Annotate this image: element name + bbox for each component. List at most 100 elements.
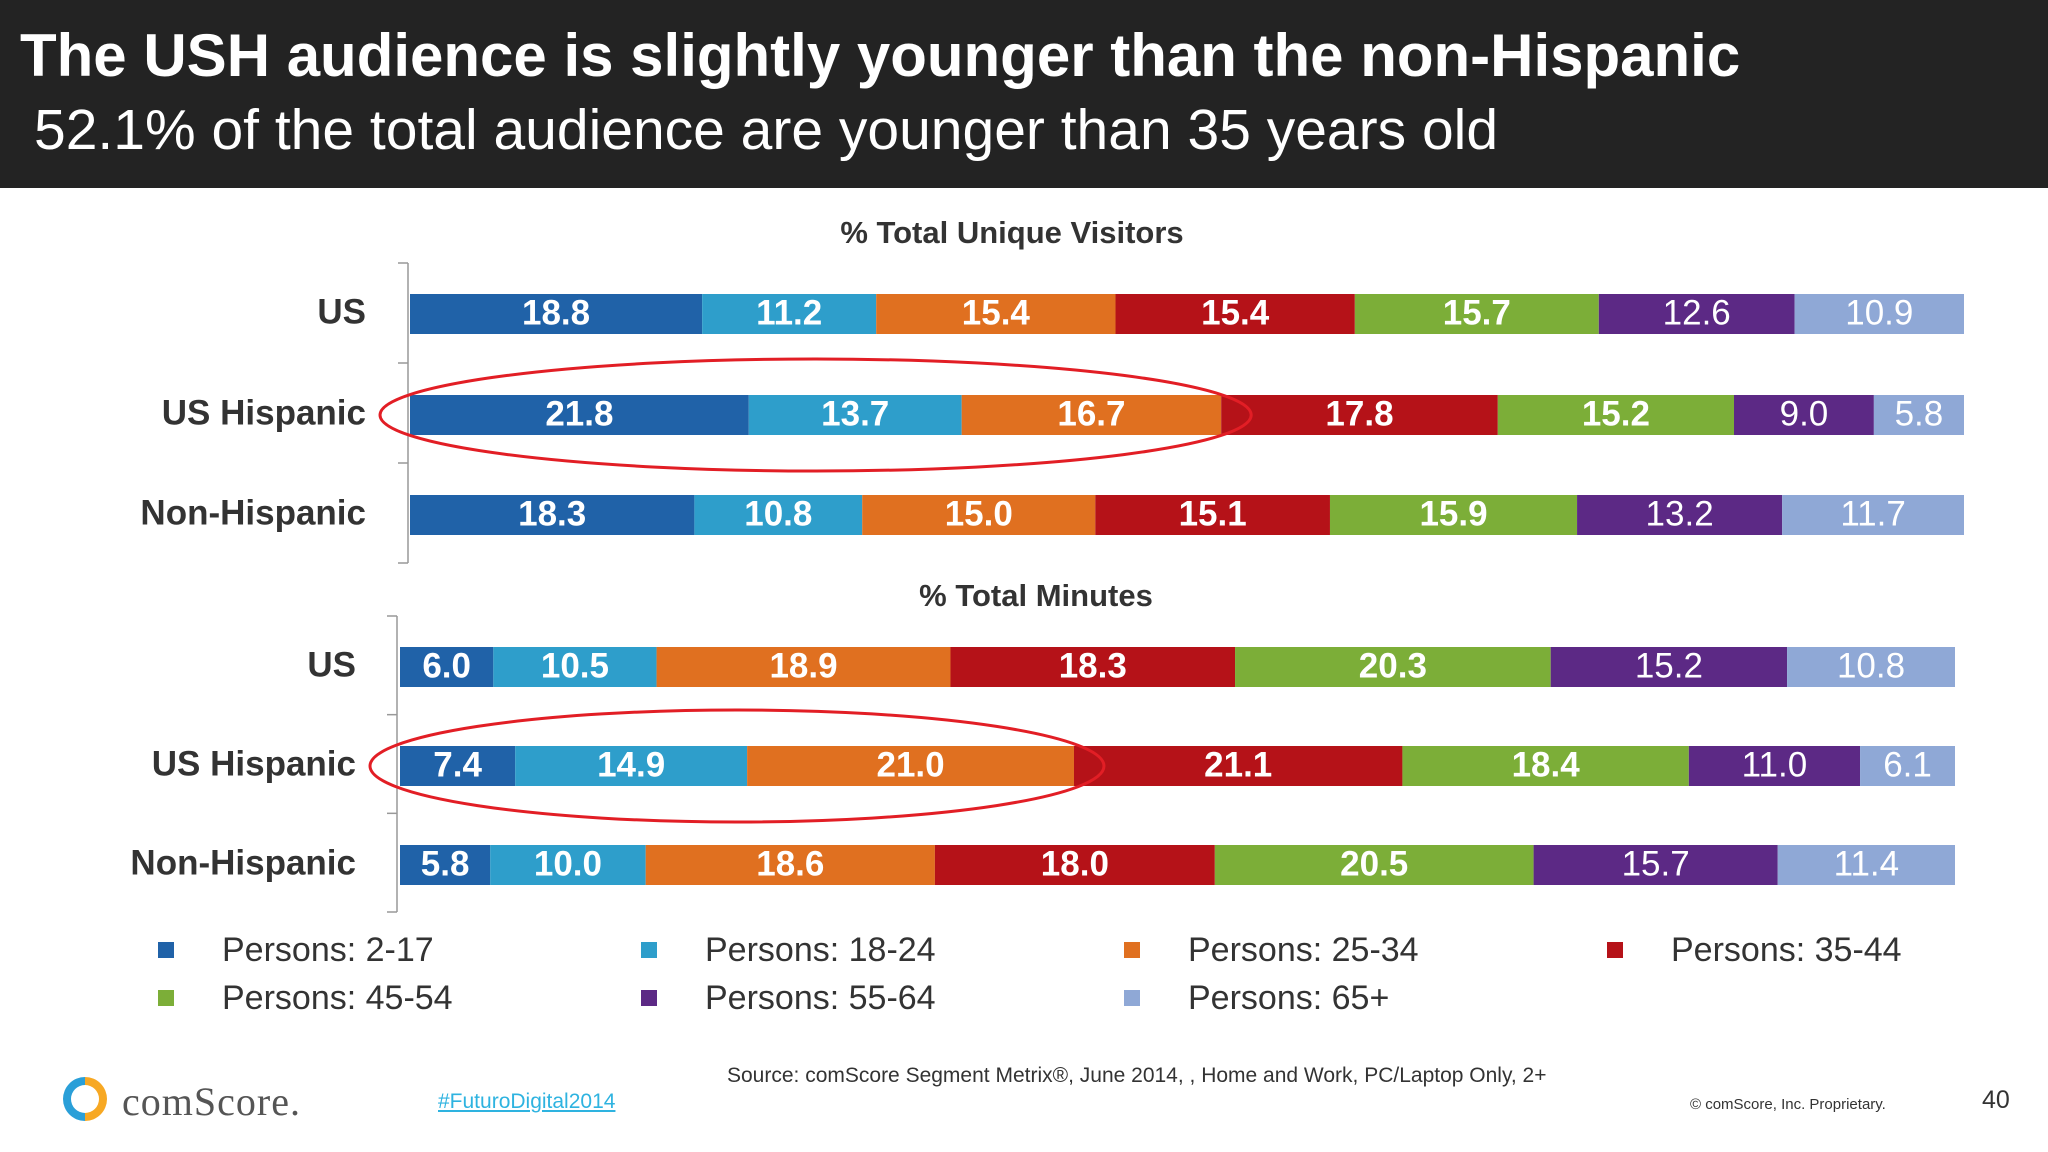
minutes-bar-us-persons-55-64 [1550, 647, 1788, 687]
visitors-bar-non-hispanic-persons-45-54 [1329, 495, 1578, 535]
minutes-bar-non-hispanic-persons-55-64 [1533, 845, 1778, 885]
visitors-data-label: 15.4 [1201, 293, 1270, 332]
minutes-bar-us-hispanic-persons-35-44 [1073, 746, 1403, 786]
minutes-bar-us-hispanic-persons-55-64 [1688, 746, 1861, 786]
visitors-bar-us-hispanic-persons-55-64 [1734, 395, 1874, 435]
visitors-data-label: 18.8 [522, 293, 590, 332]
minutes-data-label: 6.0 [422, 646, 471, 685]
visitors-chart-title: % Total Unique Visitors [840, 215, 1183, 250]
minutes-data-label: 15.2 [1635, 646, 1703, 685]
minutes-data-label: 21.1 [1204, 745, 1272, 784]
minutes-bar-us-persons-2-17 [400, 647, 494, 687]
visitors-bar-non-hispanic-persons-35-44 [1095, 495, 1330, 535]
legend-swatch [1124, 942, 1140, 958]
visitors-data-label: 15.0 [945, 494, 1013, 533]
legend-swatch [641, 942, 657, 958]
legend-swatch [1124, 990, 1140, 1006]
minutes-data-label: 14.9 [597, 745, 665, 784]
legend-item-persons-18-24: Persons: 18-24 [641, 930, 936, 970]
minutes-bar-us-hispanic-persons-18-24 [515, 746, 748, 786]
visitors-data-label: 15.4 [962, 293, 1031, 332]
visitors-category-label-non-hispanic: Non-Hispanic [140, 493, 366, 532]
minutes-data-label: 6.1 [1883, 745, 1932, 784]
minutes-data-label: 15.7 [1622, 844, 1690, 883]
visitors-category-label-us-hispanic: US Hispanic [162, 393, 366, 432]
legend-item-persons-65: Persons: 65+ [1124, 978, 1389, 1018]
minutes-data-label: 18.4 [1512, 745, 1581, 784]
visitors-data-label: 15.9 [1419, 494, 1487, 533]
minutes-bar-non-hispanic-persons-18-24 [490, 845, 646, 885]
minutes-bar-us-hispanic-persons-45-54 [1402, 746, 1689, 786]
hashtag-link[interactable]: #FuturoDigital2014 [438, 1090, 616, 1113]
minutes-data-label: 5.8 [421, 844, 470, 883]
legend-label: Persons: 65+ [1188, 979, 1390, 1017]
minutes-bar-non-hispanic-persons-2-17 [400, 845, 491, 885]
legend-item-persons-45-54: Persons: 45-54 [158, 978, 453, 1018]
minutes-data-label: 20.3 [1359, 646, 1427, 685]
minutes-chart-title: % Total Minutes [919, 578, 1153, 613]
visitors-bar-us-persons-35-44 [1115, 294, 1355, 334]
minutes-category-label-us: US [307, 645, 356, 684]
visitors-data-label: 15.7 [1443, 293, 1511, 332]
minutes-data-label: 18.0 [1041, 844, 1109, 883]
visitors-data-label: 11.2 [756, 293, 822, 332]
visitors-bar-us-persons-65 [1794, 294, 1964, 334]
minutes-bar-us-hispanic-persons-2-17 [400, 746, 516, 786]
slide-title: The USH audience is slightly younger tha… [20, 22, 1741, 89]
legend-label: Persons: 55-64 [705, 979, 936, 1017]
minutes-category-label-us-hispanic: US Hispanic [152, 744, 356, 783]
page-number: 40 [1982, 1086, 2010, 1114]
minutes-bar-us-persons-45-54 [1235, 647, 1551, 687]
visitors-data-label: 15.1 [1179, 494, 1247, 533]
legend-label: Persons: 18-24 [705, 931, 936, 969]
minutes-bar-non-hispanic-persons-65 [1777, 845, 1955, 885]
visitors-data-label: 10.8 [744, 494, 812, 533]
minutes-bar-non-hispanic-persons-45-54 [1214, 845, 1534, 885]
minutes-data-label: 11.4 [1834, 844, 1900, 883]
visitors-bar-non-hispanic-persons-65 [1782, 495, 1964, 535]
visitors-bar-non-hispanic-persons-2-17 [410, 495, 695, 535]
legend-item-persons-35-44: Persons: 35-44 [1607, 930, 1902, 970]
minutes-data-label: 10.8 [1837, 646, 1905, 685]
visitors-bar-us-hispanic-persons-35-44 [1221, 395, 1498, 435]
slide-subtitle: 52.1% of the total audience are younger … [34, 98, 1499, 162]
visitors-data-label: 5.8 [1895, 394, 1944, 433]
visitors-bar-non-hispanic-persons-25-34 [862, 495, 1096, 535]
minutes-data-label: 18.3 [1059, 646, 1127, 685]
legend-label: Persons: 25-34 [1188, 931, 1419, 969]
legend-item-persons-55-64: Persons: 55-64 [641, 978, 936, 1018]
minutes-data-label: 18.6 [756, 844, 824, 883]
visitors-data-label: 12.6 [1663, 293, 1731, 332]
copyright-note: © comScore, Inc. Proprietary. [1690, 1096, 1886, 1113]
minutes-category-label-non-hispanic: Non-Hispanic [130, 843, 356, 882]
comscore-logo-icon [63, 1077, 107, 1121]
minutes-bar-us-persons-65 [1787, 647, 1955, 687]
visitors-bar-us-hispanic-persons-2-17 [410, 395, 749, 435]
legend-swatch [1607, 942, 1623, 958]
visitors-bar-us-persons-25-34 [876, 294, 1116, 334]
minutes-data-label: 10.0 [534, 844, 602, 883]
visitors-highlight-ellipse [378, 357, 1253, 473]
visitors-data-label: 13.7 [821, 394, 889, 433]
minutes-bar-us-persons-25-34 [656, 647, 951, 687]
visitors-bar-us-hispanic-persons-18-24 [748, 395, 962, 435]
visitors-bar-us-persons-2-17 [410, 294, 703, 334]
charts-area: % Total Unique Visitors US 18.8 11.2 15.4 15.… [130, 215, 1964, 913]
minutes-bar-non-hispanic-persons-35-44 [934, 845, 1215, 885]
visitors-data-label: 18.3 [518, 494, 586, 533]
legend-label: Persons: 2-17 [222, 931, 434, 969]
minutes-data-label: 7.4 [433, 745, 482, 784]
visitors-bar-us-persons-18-24 [702, 294, 877, 334]
comscore-logo: comScore. [62, 1074, 342, 1126]
visitors-bar-non-hispanic-persons-55-64 [1577, 495, 1783, 535]
legend-swatch [158, 990, 174, 1006]
visitors-bar-us-hispanic-persons-65 [1873, 395, 1964, 435]
minutes-bar-us-hispanic-persons-25-34 [747, 746, 1074, 786]
visitors-data-label: 21.8 [545, 394, 613, 433]
visitors-bar-us-hispanic-persons-45-54 [1497, 395, 1735, 435]
minutes-data-label: 11.0 [1742, 745, 1808, 784]
legend-label: Persons: 45-54 [222, 979, 453, 1017]
visitors-data-label: 15.2 [1582, 394, 1650, 433]
visitors-bar-us-persons-45-54 [1354, 294, 1599, 334]
visitors-bar-us-persons-55-64 [1598, 294, 1795, 334]
